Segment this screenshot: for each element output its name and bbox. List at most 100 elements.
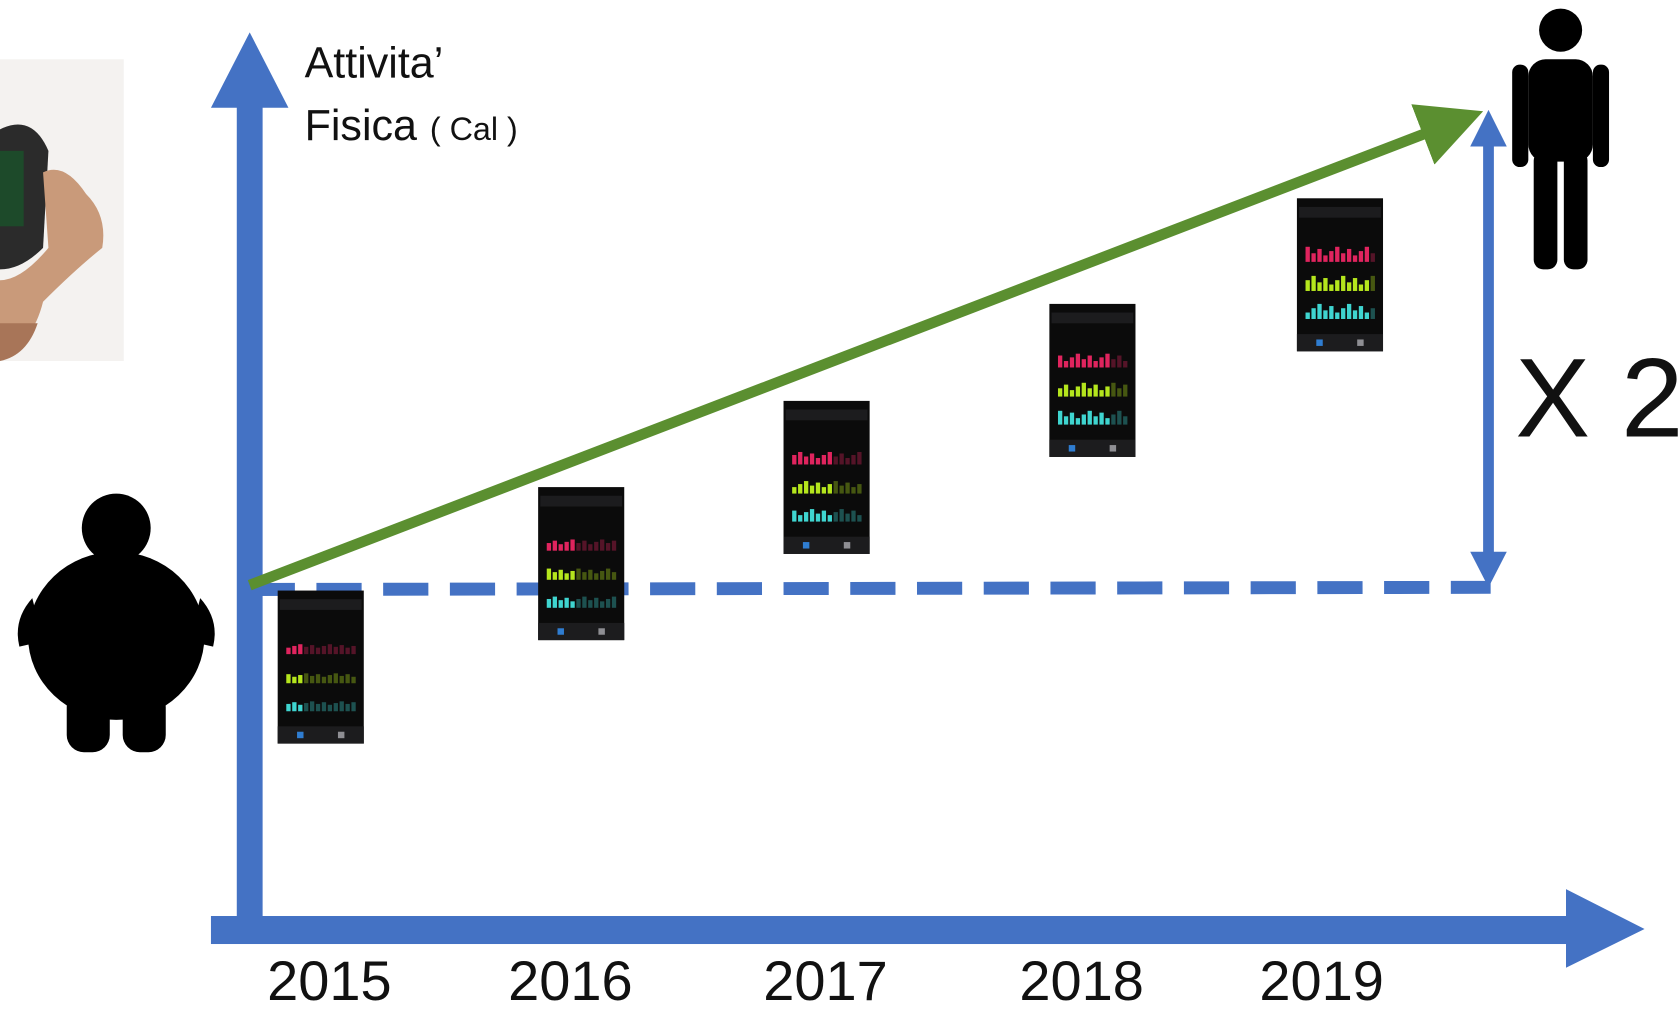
bar-glyph xyxy=(565,598,569,608)
tab-icon xyxy=(598,628,604,634)
bar-glyph xyxy=(1306,280,1310,291)
tab-icon xyxy=(803,542,809,548)
bar-glyph xyxy=(1365,313,1369,319)
bar-glyph xyxy=(816,514,820,522)
bar-glyph xyxy=(834,456,838,464)
bar-glyph xyxy=(351,702,355,711)
bar-glyph xyxy=(292,646,296,654)
bar-glyph xyxy=(340,701,344,711)
bar-glyph xyxy=(304,647,308,654)
bar-glyph xyxy=(1335,280,1339,291)
bar-glyph xyxy=(1070,357,1074,367)
bar-glyph xyxy=(1082,383,1086,397)
bar-glyph xyxy=(851,487,855,493)
bar-glyph xyxy=(1076,386,1080,396)
bar-glyph xyxy=(594,542,598,551)
bar-glyph xyxy=(565,573,569,579)
screen-header xyxy=(1299,207,1381,218)
bar-glyph xyxy=(553,572,557,580)
bar-glyph xyxy=(1365,247,1369,262)
bar-glyph xyxy=(340,645,344,654)
bar-glyph xyxy=(1335,313,1339,319)
bar-glyph xyxy=(328,705,332,711)
bar-glyph xyxy=(1359,306,1363,319)
activity-screenshot xyxy=(784,401,870,554)
bar-glyph xyxy=(328,644,332,654)
activity-screenshot xyxy=(278,591,364,744)
bar-glyph xyxy=(1076,354,1080,368)
year-label: 2018 xyxy=(1019,949,1143,1012)
axis-label: Attivita’ xyxy=(305,40,444,88)
bar-glyph xyxy=(857,452,861,465)
bar-glyph xyxy=(1064,416,1068,424)
bar-glyph xyxy=(547,599,551,608)
bar-glyph xyxy=(840,486,844,494)
bar-glyph xyxy=(1347,304,1351,319)
person-icon xyxy=(1512,9,1609,270)
bar-glyph xyxy=(612,541,616,551)
year-label: 2017 xyxy=(763,949,887,1012)
bar-glyph xyxy=(840,509,844,522)
bar-glyph xyxy=(1311,276,1315,291)
bar-glyph xyxy=(1311,253,1315,262)
bar-glyph xyxy=(1111,383,1115,397)
bar-glyph xyxy=(1064,385,1068,397)
bar-glyph xyxy=(553,597,557,608)
bar-glyph xyxy=(1371,308,1375,319)
bar-glyph xyxy=(822,455,826,464)
bar-glyph xyxy=(1329,285,1333,291)
tab-bar xyxy=(1049,440,1135,457)
tab-icon xyxy=(1316,339,1322,345)
x-axis-arrowhead xyxy=(1566,889,1645,968)
bar-glyph xyxy=(1058,356,1062,368)
axis-label-line: Fisica xyxy=(305,102,417,150)
bar-glyph xyxy=(1058,388,1062,396)
bar-glyph xyxy=(1347,282,1351,291)
baseline-dashed xyxy=(250,587,1491,589)
bar-glyph xyxy=(588,570,592,580)
bar-glyph xyxy=(570,571,574,580)
bar-glyph xyxy=(322,677,326,683)
bar-glyph xyxy=(328,675,332,683)
bar-glyph xyxy=(1123,385,1127,397)
bar-glyph xyxy=(1088,356,1092,368)
bar-glyph xyxy=(1058,411,1062,425)
tab-bar xyxy=(278,726,364,743)
screen-header xyxy=(1052,313,1134,324)
bar-glyph xyxy=(1323,255,1327,261)
bar-glyph xyxy=(316,704,320,711)
bar-glyph xyxy=(559,600,563,608)
bar-glyph xyxy=(1082,359,1086,367)
bar-glyph xyxy=(1353,278,1357,291)
tab-bar xyxy=(1297,334,1383,351)
bar-glyph xyxy=(810,509,814,522)
bar-glyph xyxy=(845,458,849,464)
year-label: 2019 xyxy=(1259,949,1383,1012)
bar-glyph xyxy=(792,511,796,522)
bar-glyph xyxy=(798,515,802,521)
bar-glyph xyxy=(1359,285,1363,291)
bar-glyph xyxy=(1094,416,1098,424)
bar-glyph xyxy=(845,514,849,522)
bar-glyph xyxy=(1099,390,1103,396)
bar-glyph xyxy=(582,597,586,608)
bar-glyph xyxy=(594,573,598,579)
bar-glyph xyxy=(334,673,338,683)
bar-glyph xyxy=(1317,249,1321,262)
tab-icon xyxy=(297,732,303,738)
bar-glyph xyxy=(798,484,802,493)
bar-glyph xyxy=(1099,413,1103,425)
bar-glyph xyxy=(1311,308,1315,319)
bar-glyph xyxy=(1094,361,1098,367)
activity-screenshot xyxy=(538,487,624,640)
bar-glyph xyxy=(304,673,308,683)
tab-bar xyxy=(538,623,624,640)
multiplier-label: X 2 xyxy=(1515,335,1679,460)
tab-icon xyxy=(1357,339,1363,345)
bar-glyph xyxy=(1105,386,1109,396)
axis-unit: ( Cal ) xyxy=(430,111,518,147)
bar-glyph xyxy=(612,572,616,580)
bar-glyph xyxy=(322,646,326,654)
bar-glyph xyxy=(857,515,861,521)
bar-glyph xyxy=(834,512,838,521)
